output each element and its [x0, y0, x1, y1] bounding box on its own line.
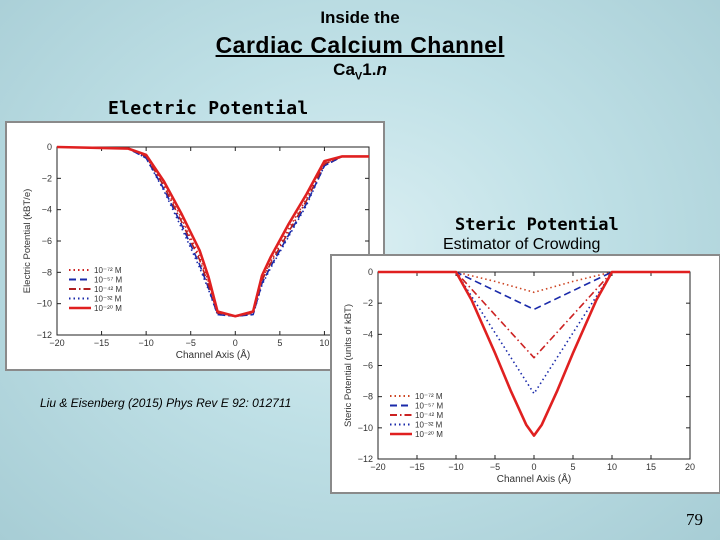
x-tick-label: −5: [490, 462, 500, 472]
y-tick-label: 0: [47, 142, 52, 152]
legend-label-2: 10⁻⁵⁷ M: [94, 276, 123, 285]
y-axis-label: Steric Potential (units of kBT): [343, 304, 354, 427]
x-axis-label: Channel Axis (Å): [497, 472, 571, 485]
legend-label-1: 10⁻⁷² M: [94, 266, 122, 275]
series-line-2: [378, 271, 690, 311]
x-tick-label: −10: [448, 462, 463, 472]
slide-title: Cardiac Calcium Channel: [215, 32, 505, 58]
series-line-4: [378, 271, 690, 395]
steric-potential-label: Steric Potential: [455, 215, 619, 235]
x-tick-label: 10: [607, 462, 617, 472]
legend-label-4: 10⁻³² M: [94, 295, 122, 304]
x-tick-label: 10: [319, 338, 329, 348]
x-tick-label: 5: [570, 462, 575, 472]
x-tick-label: −20: [49, 338, 64, 348]
y-tick-label: −8: [363, 392, 373, 402]
series-line-3: [378, 271, 690, 359]
electric-potential-label: Electric Potential: [108, 98, 309, 119]
x-tick-label: −20: [370, 462, 385, 472]
y-tick-label: −2: [363, 298, 373, 308]
legend-label-2: 10⁻⁵⁷ M: [415, 402, 444, 411]
x-tick-label: −5: [186, 338, 196, 348]
y-tick-label: −4: [42, 205, 52, 215]
y-tick-label: −12: [37, 330, 52, 340]
series-line-5: [378, 270, 690, 437]
crowding-label: Estimator of Crowding: [443, 236, 601, 253]
x-axis-label: Channel Axis (Å): [176, 348, 250, 361]
y-tick-label: 0: [368, 267, 373, 277]
legend-label-3: 10⁻⁴² M: [415, 411, 443, 420]
legend-label-1: 10⁻⁷² M: [415, 392, 443, 401]
legend-label-5: 10⁻²⁰ M: [94, 304, 122, 313]
y-tick-label: −6: [42, 236, 52, 246]
steric-potential-chart: −20 −15 −10 −5 0 5 10 15 20 0 −2 −4 −6 −8 −10 −12 Channe…: [330, 254, 720, 494]
citation: Liu & Eisenberg (2015) Phys Rev E 92: 01…: [40, 396, 292, 410]
y-tick-label: −12: [358, 454, 373, 464]
x-tick-label: 0: [233, 338, 238, 348]
y-tick-label: −10: [37, 299, 52, 309]
x-tick-label: 20: [685, 462, 695, 472]
y-tick-label: −4: [363, 329, 373, 339]
x-tick-label: −15: [409, 462, 424, 472]
y-tick-label: −6: [363, 361, 373, 371]
title-line-3: CaV1.n: [333, 60, 387, 83]
y-axis-label: Electric Potential (kBT/e): [22, 189, 33, 294]
legend-label-3: 10⁻⁴² M: [94, 285, 122, 294]
series-line-1: [56, 146, 369, 317]
legend-label-5: 10⁻²⁰ M: [415, 430, 443, 439]
y-tick-label: −8: [42, 267, 52, 277]
x-tick-label: −10: [139, 338, 154, 348]
steric-chart-svg: −20 −15 −10 −5 0 5 10 15 20 0 −2 −4 −6 −8 −10 −12 Channe…: [343, 267, 695, 485]
title-line-1: Inside the: [320, 8, 400, 27]
page-number: 79: [686, 510, 703, 529]
x-tick-label: −15: [94, 338, 109, 348]
y-tick-label: −2: [42, 173, 52, 183]
x-tick-label: 15: [646, 462, 656, 472]
series-line-5: [56, 145, 369, 318]
electric-chart-svg: −20−15−10−50510150−2−4−6−8−10−12Channel …: [22, 142, 374, 361]
x-tick-label: 0: [531, 462, 536, 472]
y-tick-label: −10: [358, 423, 373, 433]
legend-label-4: 10⁻³² M: [415, 421, 443, 430]
electric-potential-chart: −20−15−10−50510150−2−4−6−8−10−12Channel …: [5, 121, 385, 371]
x-tick-label: 5: [277, 338, 282, 348]
